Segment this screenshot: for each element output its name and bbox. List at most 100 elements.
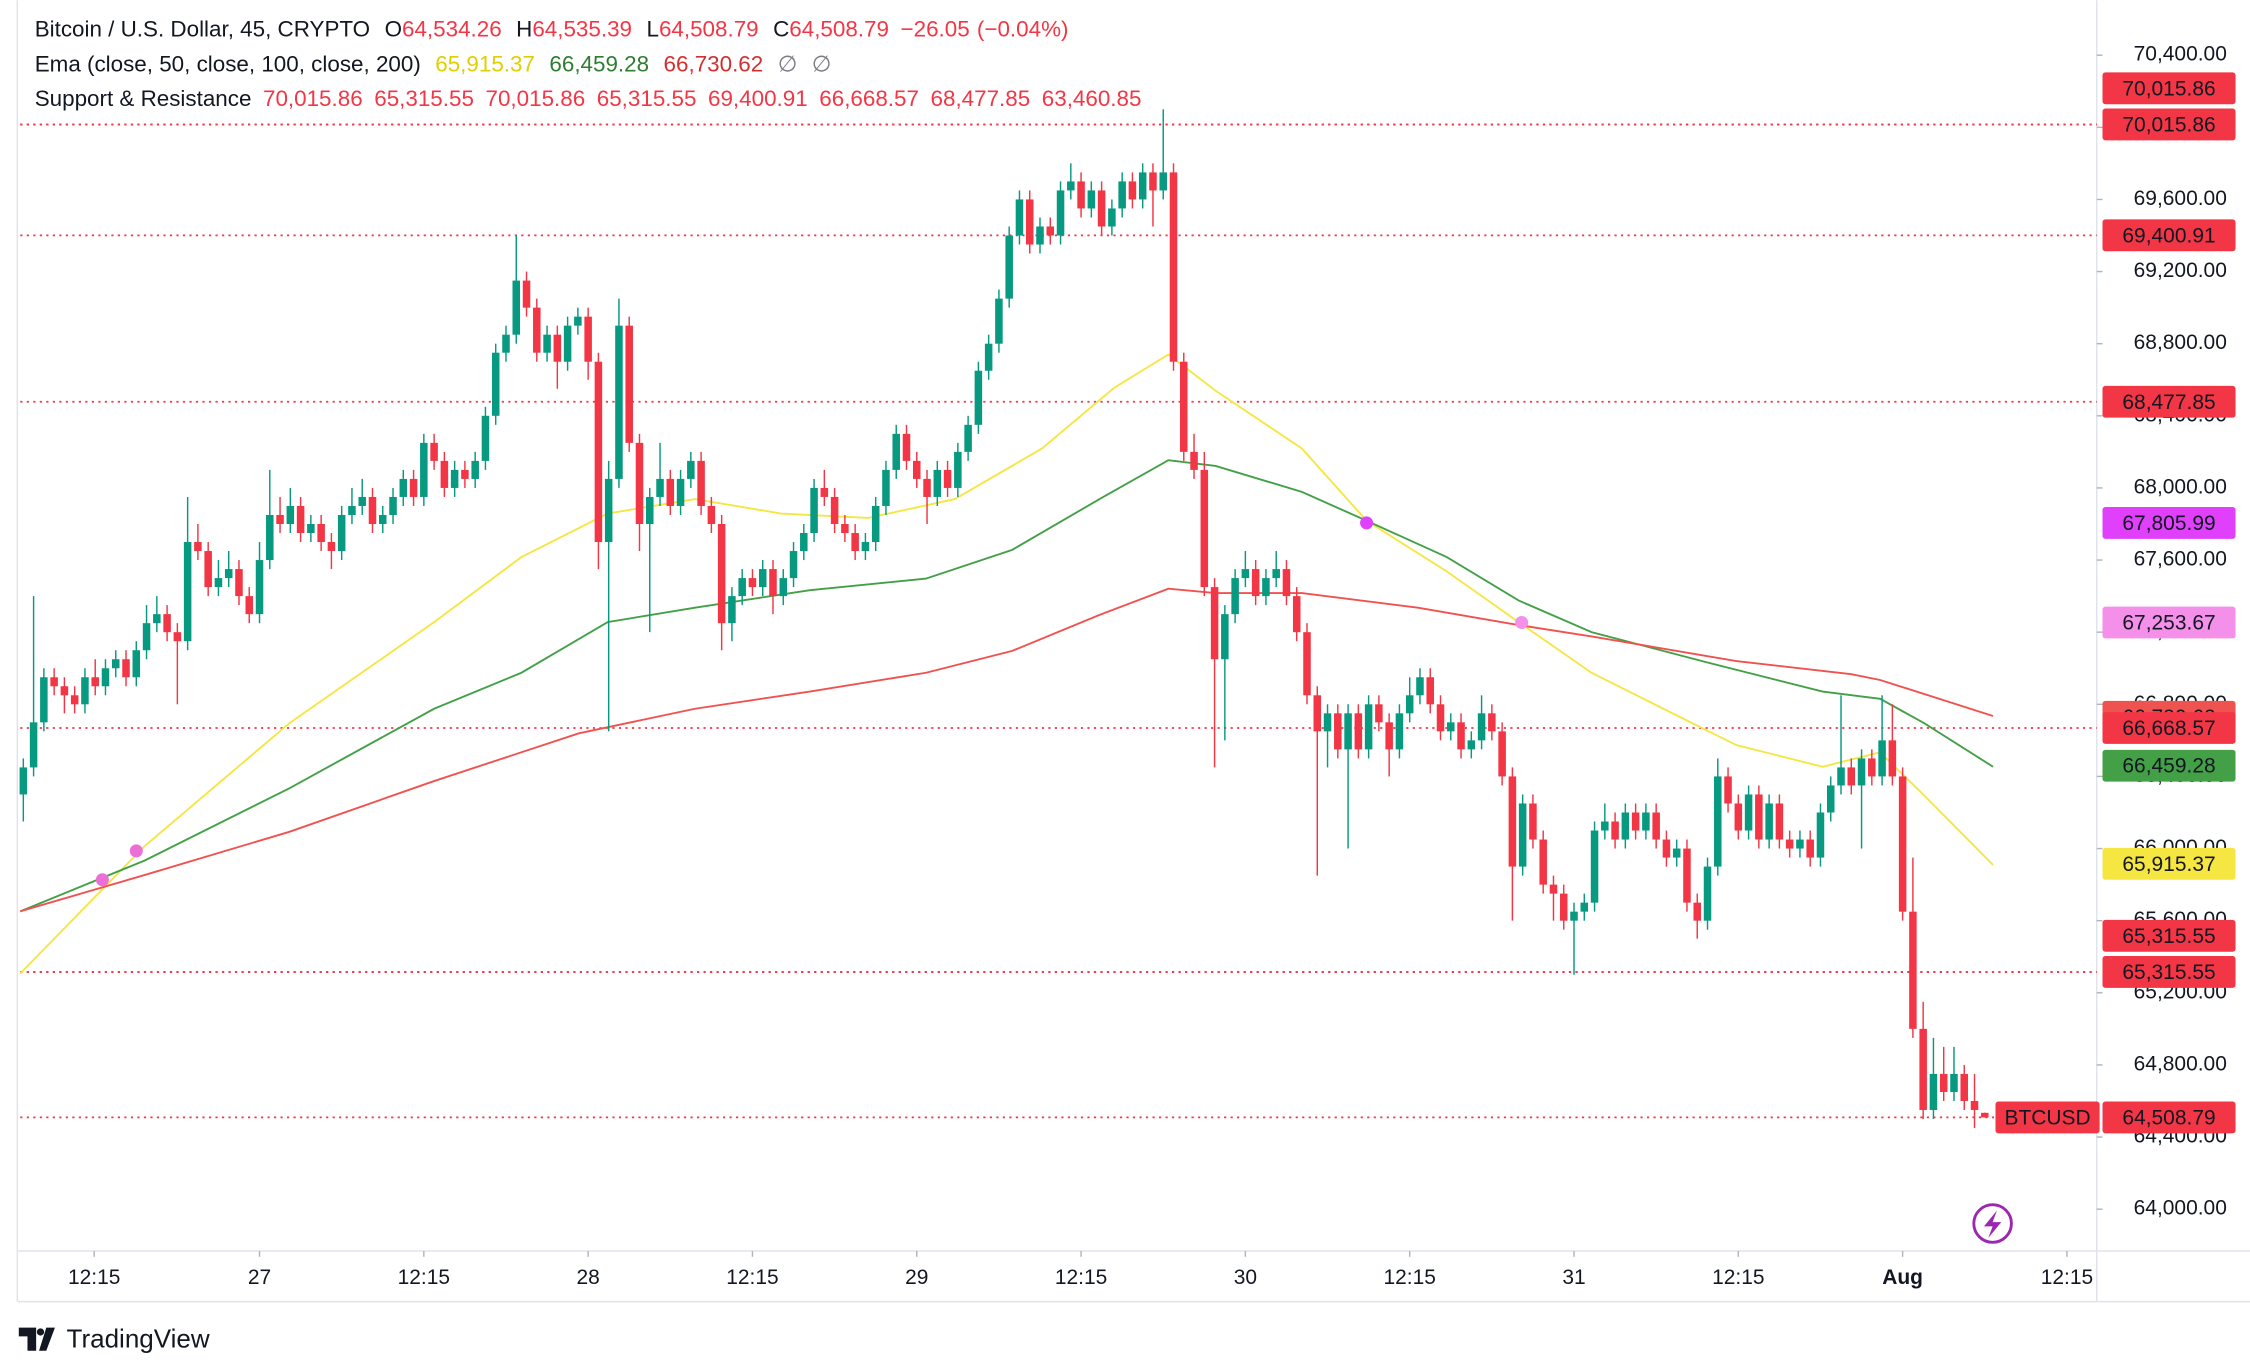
symbol-tag-label: BTCUSD xyxy=(2004,1106,2090,1129)
price-tag xyxy=(2102,108,2236,141)
candle-body xyxy=(1354,713,1363,750)
candle-body xyxy=(1652,812,1660,840)
y-tick-label: 67,600.00 xyxy=(2134,548,2227,571)
logo-dot xyxy=(36,1328,45,1336)
x-tick-label: 12:15 xyxy=(398,1266,450,1289)
candle-body xyxy=(1662,839,1671,858)
candle-body xyxy=(1601,821,1609,831)
candle-body xyxy=(984,343,993,371)
candle-body xyxy=(923,478,931,497)
candle-body xyxy=(604,478,613,543)
candle-body xyxy=(389,496,397,515)
y-tick-label: 69,200.00 xyxy=(2134,259,2227,282)
logo[interactable]: TradingView xyxy=(18,1324,210,1354)
candle-body xyxy=(512,280,521,335)
candle-body xyxy=(204,551,212,588)
y-tick-label: 64,000.00 xyxy=(2134,1197,2227,1220)
ohlc-key: L xyxy=(646,16,658,41)
candle-body xyxy=(29,722,38,768)
candle-body xyxy=(337,514,346,552)
candle-body xyxy=(142,623,151,651)
candle-body xyxy=(358,496,366,506)
sr-value: 65,315.55 xyxy=(597,86,697,111)
sr-value: 65,315.55 xyxy=(374,86,474,111)
candle-body xyxy=(1138,172,1147,200)
sr-value: 70,015.86 xyxy=(486,86,586,111)
candle-body xyxy=(1970,1100,1979,1110)
candle-body xyxy=(132,650,141,678)
candle-body xyxy=(60,686,69,696)
price-tag-label: 65,315.55 xyxy=(2122,925,2215,948)
candle-body xyxy=(214,578,223,588)
price-tag xyxy=(2102,919,2236,952)
price-tag xyxy=(2102,847,2236,880)
price-tag xyxy=(2102,219,2236,252)
candle-body xyxy=(820,487,829,497)
plot-area xyxy=(19,109,2097,1129)
x-tick-label: Aug xyxy=(1882,1266,1923,1289)
candle-body xyxy=(1878,740,1886,777)
candle-body xyxy=(1097,190,1106,227)
y-tick-label: 68,800.00 xyxy=(2134,331,2227,354)
candle-body xyxy=(1683,848,1691,903)
candle-body xyxy=(1826,785,1835,813)
ema-line xyxy=(19,353,1994,975)
signal-icon[interactable] xyxy=(1972,1203,2013,1244)
logo-mark xyxy=(18,1327,55,1351)
candle-body xyxy=(1724,776,1732,804)
candle-body xyxy=(871,505,880,543)
candle-body xyxy=(307,523,315,534)
candle-body xyxy=(1508,776,1517,867)
candle-body xyxy=(1036,226,1044,245)
candle-body xyxy=(717,523,726,624)
ema-flag: ∅ xyxy=(812,51,832,76)
ohlc-key: H xyxy=(516,16,532,41)
candle-body xyxy=(841,523,849,534)
ema-line xyxy=(19,459,1994,913)
candle-body xyxy=(656,478,664,497)
candle-body xyxy=(646,496,654,524)
price-tag-label: 68,477.85 xyxy=(2122,391,2215,414)
candle-body xyxy=(1785,839,1794,849)
candle-body xyxy=(553,334,562,362)
y-tick-label: 64,800.00 xyxy=(2134,1052,2227,1075)
candle-body xyxy=(830,496,839,524)
sr-title: Support & Resistance xyxy=(35,86,252,111)
candle-body xyxy=(1631,812,1640,831)
candle-body xyxy=(440,460,449,488)
candle-body xyxy=(1539,839,1547,885)
sr-value: 69,400.91 xyxy=(708,86,808,111)
ema-title: Ema (close, 50, close, 100, close, 200) xyxy=(35,51,421,76)
ema-value: 65,915.37 xyxy=(435,51,535,76)
candle-body xyxy=(1755,794,1763,840)
candle-body xyxy=(70,695,79,705)
candle-body xyxy=(1272,569,1280,579)
candle-body xyxy=(902,433,911,461)
candle-body xyxy=(1611,821,1619,840)
candle-body xyxy=(594,361,603,543)
price-tag-label: 67,253.67 xyxy=(2122,611,2215,634)
last-price-label: 64,508.79 xyxy=(2122,1106,2215,1129)
candle-body xyxy=(1888,740,1897,777)
candle-body xyxy=(974,370,983,425)
price-tag xyxy=(2102,712,2236,744)
price-tag-label: 67,805.99 xyxy=(2122,512,2215,535)
candle-body xyxy=(1621,812,1630,840)
x-tick-label: 12:15 xyxy=(2041,1266,2093,1289)
candle-body xyxy=(1159,172,1167,191)
candle-body xyxy=(697,460,705,506)
candle-body xyxy=(635,442,644,524)
candle-body xyxy=(1529,803,1537,840)
candle-body xyxy=(1488,713,1496,732)
candle-body xyxy=(892,433,900,470)
price-tag-label: 69,400.91 xyxy=(2122,224,2215,247)
candle-body xyxy=(461,469,469,479)
candle-body xyxy=(1693,902,1702,921)
candle-body xyxy=(1775,803,1784,840)
candle-body xyxy=(1590,830,1599,903)
candle-body xyxy=(1498,731,1506,777)
candle-body xyxy=(1005,235,1013,299)
ohlc-key: C xyxy=(773,16,789,41)
